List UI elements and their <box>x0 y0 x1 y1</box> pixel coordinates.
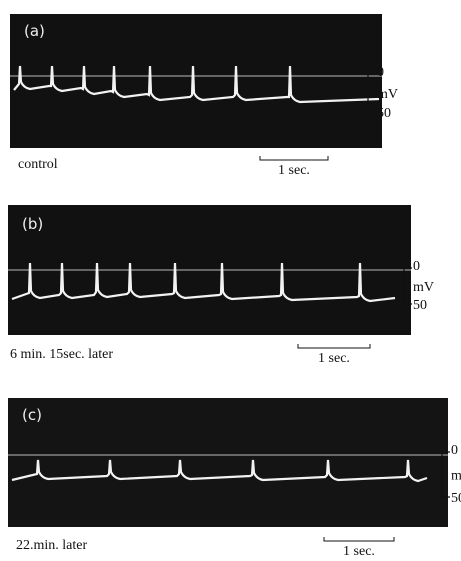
scope-panel <box>8 398 448 527</box>
panel-label: (a) <box>24 22 45 40</box>
scale-unit: mV <box>413 280 434 295</box>
time-bar <box>260 156 328 160</box>
scale-top: 0 <box>451 443 458 458</box>
panel-label: (c) <box>22 406 42 424</box>
caption: control <box>18 157 58 172</box>
caption: 22.min. later <box>16 538 87 553</box>
scale-bottom: 50 <box>451 491 461 506</box>
scale-bottom: 50 <box>413 298 427 313</box>
scale-top: 0 <box>413 259 420 274</box>
caption: 6 min. 15sec. later <box>10 347 113 362</box>
scale-unit: mV <box>377 87 398 102</box>
panel-label: (b) <box>22 215 43 233</box>
figure: (a) 0 mV 50 control 1 sec. (b) 0 mV 50 6 min. 15se… <box>0 0 461 561</box>
time-bar-label: 1 sec. <box>318 351 350 366</box>
scale-bottom: 50 <box>377 106 391 121</box>
time-bar-label: 1 sec. <box>343 544 375 559</box>
time-bar <box>324 537 394 541</box>
scope-panel <box>10 14 382 148</box>
time-bar-label: 1 sec. <box>278 163 310 178</box>
time-bar <box>298 344 370 348</box>
scale-top: 0 <box>377 65 384 80</box>
scale-unit: mV <box>451 469 461 484</box>
